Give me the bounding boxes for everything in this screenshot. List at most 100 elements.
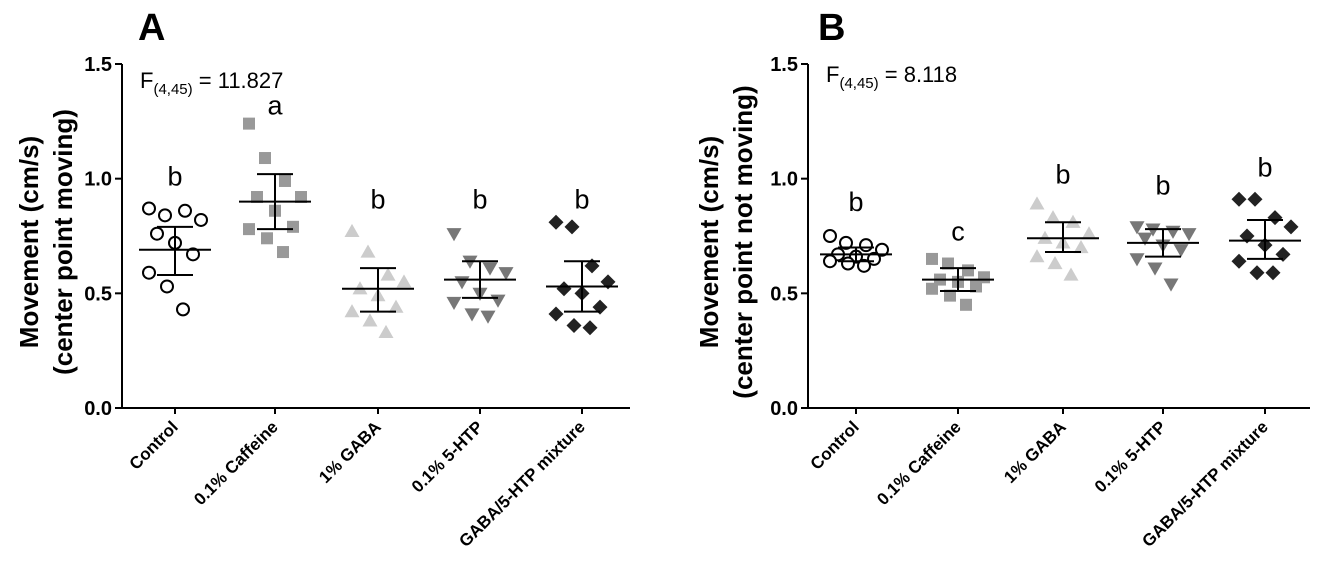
panel-b-data-point bbox=[962, 264, 974, 277]
panel-b-group-0: Control b bbox=[807, 187, 892, 474]
panel-b-stat-text: F(4,45) = 8.118 bbox=[826, 62, 957, 92]
panel-a-xtick-label: Control bbox=[126, 417, 182, 473]
panel-a-data-point bbox=[480, 310, 496, 324]
panel-b-data-point bbox=[1029, 196, 1045, 210]
panel-b-data-point bbox=[1231, 191, 1247, 207]
panel-b-ytick-label: 1.5 bbox=[770, 54, 798, 76]
panel-a-group-1: 0.1% Caffeine a bbox=[190, 90, 311, 509]
panel-a-stat-f: F bbox=[140, 68, 153, 93]
panel-b-significance-letter: b bbox=[848, 187, 863, 217]
panel-b-data-point bbox=[1047, 256, 1063, 270]
panel-b-data-point bbox=[1129, 253, 1145, 267]
panel-b-data-point bbox=[823, 229, 837, 243]
panel-b-ytick-label: 0.5 bbox=[770, 283, 798, 305]
panel-a-significance-letter: b bbox=[472, 184, 487, 214]
panel-a-data-point bbox=[344, 304, 360, 318]
panel-a-data-point bbox=[498, 267, 514, 281]
panel-b-ylabel-line1: Movement (cm/s) bbox=[694, 136, 724, 348]
panel-a-data-point bbox=[396, 274, 412, 288]
panel-b-stat-value: = 8.118 bbox=[879, 62, 958, 87]
panel-b-data-point bbox=[970, 280, 982, 293]
panel-a-data-point bbox=[243, 223, 255, 236]
panel-a-xtick-label: 0.1% 5-HTP bbox=[408, 417, 487, 496]
panel-b-ylabel-line2: (center point not moving) bbox=[728, 85, 758, 398]
panel-b-xtick-label: 0.1% Caffeine bbox=[873, 417, 965, 509]
panel-b-data-point bbox=[859, 238, 873, 253]
panel-b-data-point bbox=[944, 289, 956, 302]
panel-a-data-point bbox=[251, 191, 263, 204]
panel-b-ytick-label: 0.0 bbox=[770, 398, 798, 420]
panel-a-xtick-label: 0.1% Caffeine bbox=[190, 417, 282, 509]
panel-b-data-point bbox=[1181, 228, 1197, 242]
panel-a-data-point bbox=[548, 306, 564, 322]
panel-a-data-point bbox=[158, 208, 172, 223]
panel-a-data-point bbox=[378, 324, 394, 338]
panel-b-data-point bbox=[839, 235, 853, 250]
panel-a-data-point bbox=[150, 226, 164, 241]
panel-a-data-point bbox=[566, 317, 582, 333]
panel-b-stat-f: F bbox=[826, 62, 839, 87]
panel-b-data-point bbox=[1137, 232, 1153, 246]
panel-a-data-point bbox=[261, 232, 273, 245]
panel-b-significance-letter: b bbox=[1155, 171, 1170, 201]
panel-a-data-point bbox=[178, 203, 192, 218]
panel-b-data-point bbox=[1129, 221, 1145, 235]
panel-a-ytick-label: 1.5 bbox=[84, 54, 112, 76]
panel-b-group-1: 0.1% Caffeine c bbox=[873, 217, 994, 509]
panel-b-data-point bbox=[926, 252, 938, 265]
panel-a-data-point bbox=[548, 214, 564, 230]
panel-a-data-point bbox=[287, 220, 299, 233]
panel-a-data-point bbox=[454, 276, 470, 290]
panel-a-significance-letter: a bbox=[267, 90, 283, 120]
panel-b-data-point bbox=[1231, 253, 1247, 269]
panel-a-data-point bbox=[295, 191, 307, 204]
panel-a-data-point bbox=[186, 247, 200, 262]
panel-b-data-point bbox=[926, 282, 938, 295]
panel-a-data-point bbox=[556, 281, 572, 297]
panel-a-ytick-label: 0.5 bbox=[84, 283, 112, 305]
panel-a-data-point bbox=[344, 223, 360, 238]
panel-a-data-point bbox=[490, 294, 506, 308]
panel-a-data-point bbox=[464, 308, 480, 322]
panel-a-data-point bbox=[142, 201, 156, 216]
panel-b-data-point bbox=[942, 257, 954, 270]
panel-b-xtick-label: 1% GABA bbox=[1000, 417, 1070, 487]
panel-a-significance-letter: b bbox=[574, 184, 589, 214]
panel-b-data-point bbox=[1249, 265, 1265, 281]
panel-b-data-point bbox=[1265, 265, 1281, 281]
panel-a-data-point bbox=[564, 219, 580, 235]
panel-a-letter: A bbox=[138, 7, 165, 49]
panel-b-significance-letter: c bbox=[951, 217, 965, 247]
panel-a-group-2: 1% GABA b bbox=[315, 184, 414, 487]
panel-b-data-point bbox=[1063, 267, 1079, 281]
panel-b-data-point bbox=[1045, 210, 1061, 224]
panel-b-group-3: 0.1% 5-HTP b bbox=[1091, 171, 1199, 496]
panel-a-group-3: 0.1% 5-HTP b bbox=[408, 184, 516, 496]
panel-b-significance-letter: b bbox=[1055, 159, 1070, 189]
panel-a-data-point bbox=[380, 267, 396, 281]
panel-a-stat-value: = 11.827 bbox=[193, 68, 284, 93]
panel-a-data-point bbox=[360, 244, 376, 258]
panel-a-data-point bbox=[446, 296, 462, 311]
panel-a-ylabel-line1: Movement (cm/s) bbox=[14, 136, 44, 348]
panel-a-data-point bbox=[362, 313, 378, 327]
panel-b-significance-letter: b bbox=[1257, 152, 1272, 182]
panel-b-data-point bbox=[1081, 226, 1097, 240]
panel-a-data-point bbox=[142, 265, 156, 280]
panel-b: B Movement (cm/s) (center point not movi… bbox=[694, 7, 1310, 551]
panel-b-letter: B bbox=[818, 7, 845, 49]
panel-a-ylabel-line2: (center point moving) bbox=[48, 109, 78, 375]
panel-b-data-point bbox=[823, 254, 837, 269]
panel-a: A Movement (cm/s) (center point moving) … bbox=[14, 7, 630, 551]
panel-b-stat-sub: (4,45) bbox=[839, 75, 878, 92]
panel-a-data-point bbox=[388, 299, 404, 313]
panel-a-data-point bbox=[259, 152, 271, 165]
panel-a-stat-sub: (4,45) bbox=[153, 81, 192, 98]
panel-a-data-point bbox=[194, 212, 208, 227]
panel-b-data-point bbox=[1247, 191, 1263, 207]
panel-b-data-point bbox=[1165, 225, 1181, 239]
panel-a-significance-letter: b bbox=[370, 184, 385, 214]
